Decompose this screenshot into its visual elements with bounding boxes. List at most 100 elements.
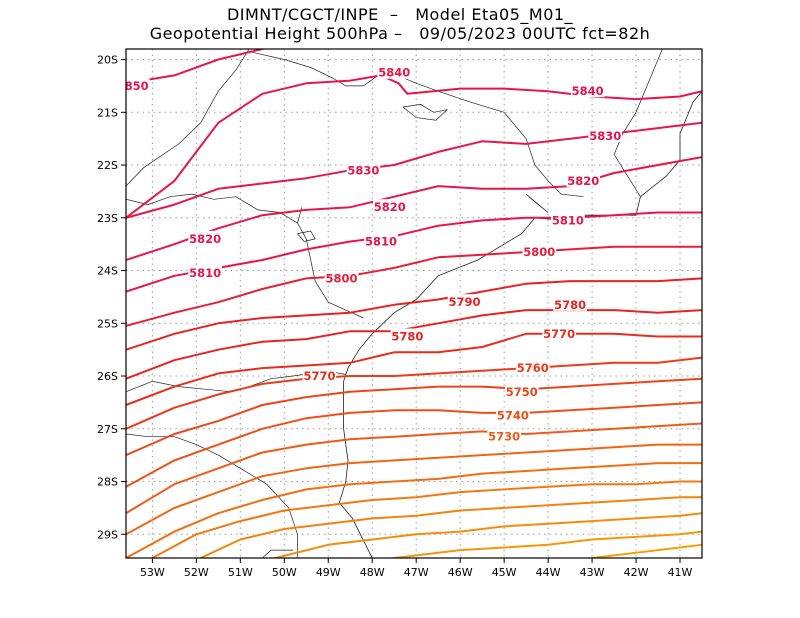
contour-line-5770 xyxy=(126,332,702,406)
contour-label-bg xyxy=(126,77,150,92)
contour-label: 5780 xyxy=(554,298,586,312)
contour-label-bg xyxy=(496,407,530,422)
contour-label: 5750 xyxy=(506,385,538,399)
contour-label-bg xyxy=(188,230,222,245)
x-tick-label: 50W xyxy=(272,566,297,579)
contour-line-5810 xyxy=(126,211,702,293)
contour-label-bg xyxy=(570,83,605,98)
contour-label-bg xyxy=(553,296,587,311)
x-tick-label: 42W xyxy=(624,566,649,579)
contour-label: 5820 xyxy=(189,232,221,246)
contour-label: 5840 xyxy=(378,66,410,80)
contour-label: 5730 xyxy=(488,430,520,444)
contour-label-bg xyxy=(551,212,585,227)
y-tick-label: 24S xyxy=(97,265,118,278)
contour-label: 5820 xyxy=(374,200,406,214)
contour-label-bg xyxy=(346,162,381,177)
lake-outline xyxy=(297,230,316,242)
contour-line-5750 xyxy=(126,377,702,457)
x-tick-label: 51W xyxy=(228,566,253,579)
y-tick-label: 23S xyxy=(97,212,118,225)
y-tick-label: 20S xyxy=(97,54,118,67)
contour-line-5850 xyxy=(126,49,264,85)
x-tick-label: 53W xyxy=(140,566,165,579)
lake-outline xyxy=(525,193,549,213)
y-tick-label: 25S xyxy=(97,317,118,330)
contour-label-bg xyxy=(364,233,398,248)
contour-label: 5760 xyxy=(517,361,549,375)
contour-label: 5790 xyxy=(449,295,481,309)
contour-label-bg xyxy=(377,64,412,79)
x-tick-label: 46W xyxy=(448,566,473,579)
contour-label: 5770 xyxy=(303,369,335,383)
y-tick-label: 29S xyxy=(97,528,118,541)
chart-title-line-2: Geopotential Height 500hPa – 09/05/2023 … xyxy=(149,24,651,43)
contour-label: 5820 xyxy=(567,174,599,188)
contour-line-5800 xyxy=(126,245,702,327)
contour-label: 5810 xyxy=(365,235,397,249)
contour-line-5790 xyxy=(126,277,702,351)
contour-line-5740 xyxy=(126,401,702,488)
contour-label: 5800 xyxy=(523,245,555,259)
y-tick-label: 21S xyxy=(97,106,118,119)
contour-line-5820 xyxy=(126,156,702,261)
contour-line-5670 xyxy=(393,530,702,558)
x-tick-label: 47W xyxy=(404,566,429,579)
contour-label-bg xyxy=(373,199,407,214)
contour-label-bg xyxy=(504,383,539,398)
contour-label-bg xyxy=(324,270,359,285)
contour-label-bg xyxy=(566,172,601,187)
x-tick-label: 41W xyxy=(668,566,693,579)
contour-label: 5770 xyxy=(543,327,575,341)
state-border xyxy=(262,549,294,558)
x-tick-label: 48W xyxy=(360,566,385,579)
contour-labels: 5850 5840 5840 5830 5830 5820 5820 5820 5810 5810… xyxy=(126,64,623,444)
contour-label-bg xyxy=(188,265,222,280)
contour-line-5840 xyxy=(126,74,702,219)
contour-label-bg xyxy=(515,360,550,375)
contour-line-5660 xyxy=(591,543,702,558)
chart-title-line-1: DIMNT/CGCT/INPE – Model Eta05_M01_ xyxy=(226,5,574,24)
contour-label: 5840 xyxy=(572,84,604,98)
x-tick-label: 45W xyxy=(492,566,517,579)
state-border xyxy=(363,69,584,198)
y-tick-label: 28S xyxy=(97,476,118,489)
state-border xyxy=(249,51,364,87)
y-tick-label: 22S xyxy=(97,159,118,172)
contour-label-bg xyxy=(302,368,337,383)
contour-label-bg xyxy=(588,128,623,143)
state-border xyxy=(126,49,250,187)
contour-label-bg xyxy=(447,294,482,309)
x-tick-label: 49W xyxy=(316,566,341,579)
state-border xyxy=(613,49,663,197)
contour-label-bg xyxy=(390,328,425,343)
lake-outline xyxy=(402,104,449,121)
contour-line-5700 xyxy=(151,480,702,558)
contour-label: 5800 xyxy=(325,271,357,285)
state-border xyxy=(126,193,364,319)
contour-label: 5810 xyxy=(189,266,221,280)
contour-line-5760 xyxy=(126,356,702,430)
contour-label: 5830 xyxy=(347,163,379,177)
contour-line-5730 xyxy=(126,422,702,515)
contour-line-5720 xyxy=(126,443,702,536)
contour-line-5710 xyxy=(126,462,702,558)
contour-label: 5780 xyxy=(391,329,423,343)
contour-label: 5830 xyxy=(589,129,621,143)
contour-line-5690 xyxy=(199,496,702,558)
contour-line-5680 xyxy=(274,512,702,558)
contour-label: 5810 xyxy=(552,213,584,227)
x-tick-label: 44W xyxy=(536,566,561,579)
contour-label-bg xyxy=(522,244,557,259)
coastline xyxy=(338,90,702,558)
x-tick-label: 43W xyxy=(580,566,605,579)
map-frame xyxy=(125,48,703,559)
state-border xyxy=(126,433,298,558)
y-tick-label: 27S xyxy=(97,423,118,436)
contour-label-bg xyxy=(542,325,576,340)
contour-label-bg xyxy=(487,428,521,443)
contour-label: 5740 xyxy=(497,409,529,423)
axis-ticks: 53W 52W 51W 50W 49W 48W 47W 46W 45W 44W 43W 42W 41W 2… xyxy=(97,54,693,579)
y-tick-label: 26S xyxy=(97,370,118,383)
